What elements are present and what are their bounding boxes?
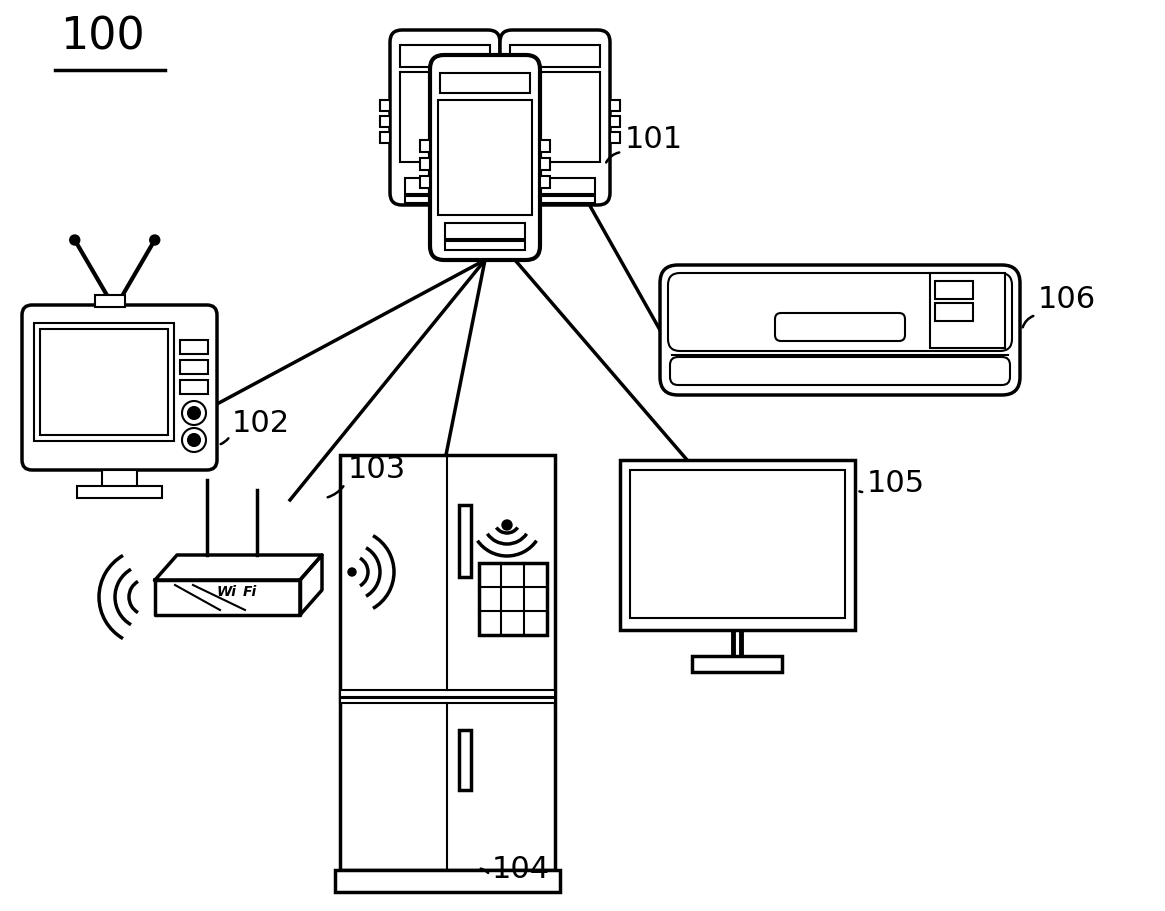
Bar bbox=[459, 505, 471, 577]
Bar bbox=[40, 329, 168, 435]
Bar bbox=[490, 116, 500, 127]
Polygon shape bbox=[155, 580, 301, 615]
Bar bbox=[500, 116, 510, 127]
Text: 104: 104 bbox=[492, 855, 550, 884]
Bar bbox=[610, 100, 620, 111]
Bar bbox=[445, 241, 525, 250]
Text: 101: 101 bbox=[624, 125, 683, 154]
Bar bbox=[340, 690, 555, 697]
Bar bbox=[500, 132, 510, 143]
Bar bbox=[541, 140, 550, 152]
Bar bbox=[479, 563, 548, 635]
Circle shape bbox=[150, 235, 160, 245]
FancyBboxPatch shape bbox=[661, 265, 1021, 395]
Text: 103: 103 bbox=[348, 455, 407, 484]
Bar bbox=[500, 100, 510, 111]
FancyBboxPatch shape bbox=[668, 273, 1012, 351]
Bar bbox=[34, 323, 174, 441]
Bar bbox=[336, 870, 560, 892]
Bar bbox=[77, 486, 162, 498]
Bar bbox=[421, 176, 430, 188]
Bar bbox=[421, 158, 430, 170]
Circle shape bbox=[182, 428, 206, 452]
Text: 102: 102 bbox=[232, 409, 290, 438]
Bar bbox=[405, 196, 485, 203]
Bar bbox=[445, 223, 525, 239]
Bar bbox=[400, 72, 490, 162]
Bar bbox=[630, 470, 845, 618]
Bar bbox=[541, 176, 550, 188]
Bar bbox=[510, 72, 600, 162]
Text: Fi: Fi bbox=[243, 585, 257, 599]
Bar bbox=[181, 360, 209, 374]
Bar bbox=[459, 730, 471, 790]
Text: 106: 106 bbox=[1038, 285, 1096, 314]
Polygon shape bbox=[155, 555, 322, 580]
Bar bbox=[692, 656, 782, 672]
Bar bbox=[490, 100, 500, 111]
FancyBboxPatch shape bbox=[500, 30, 610, 205]
Bar bbox=[421, 140, 430, 152]
Bar bbox=[181, 340, 209, 354]
FancyBboxPatch shape bbox=[390, 30, 500, 205]
Bar bbox=[380, 100, 390, 111]
Bar bbox=[515, 196, 595, 203]
Bar bbox=[94, 295, 125, 307]
FancyBboxPatch shape bbox=[22, 305, 217, 470]
Bar bbox=[405, 178, 485, 194]
Bar bbox=[400, 45, 490, 67]
Circle shape bbox=[348, 568, 356, 576]
FancyBboxPatch shape bbox=[775, 313, 905, 341]
FancyBboxPatch shape bbox=[670, 357, 1010, 385]
Bar bbox=[440, 73, 530, 93]
Bar bbox=[930, 273, 1005, 348]
Bar bbox=[103, 470, 137, 488]
Text: 100: 100 bbox=[61, 16, 144, 59]
Polygon shape bbox=[301, 555, 322, 615]
Circle shape bbox=[188, 407, 200, 419]
Bar bbox=[380, 132, 390, 143]
FancyBboxPatch shape bbox=[430, 55, 541, 260]
Bar bbox=[340, 698, 555, 703]
Bar bbox=[438, 100, 532, 215]
Circle shape bbox=[502, 520, 511, 530]
Bar bbox=[510, 45, 600, 67]
Bar bbox=[181, 380, 209, 394]
Bar bbox=[610, 132, 620, 143]
Bar bbox=[490, 132, 500, 143]
Bar bbox=[620, 460, 855, 630]
Bar bbox=[340, 455, 555, 870]
Bar bbox=[515, 178, 595, 194]
Bar bbox=[610, 116, 620, 127]
Text: 105: 105 bbox=[867, 469, 925, 498]
Bar bbox=[935, 281, 973, 299]
Circle shape bbox=[70, 235, 79, 245]
Circle shape bbox=[188, 434, 200, 446]
Bar bbox=[541, 158, 550, 170]
Text: Wi: Wi bbox=[217, 585, 236, 599]
Circle shape bbox=[182, 401, 206, 425]
Bar bbox=[935, 303, 973, 321]
Bar bbox=[380, 116, 390, 127]
